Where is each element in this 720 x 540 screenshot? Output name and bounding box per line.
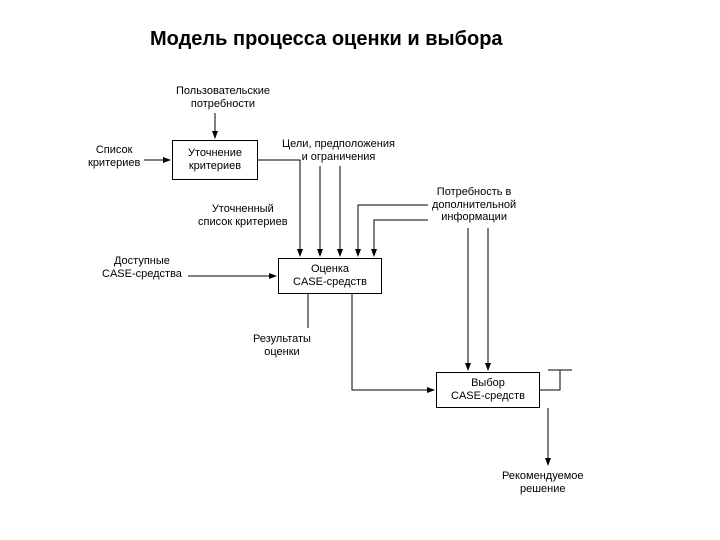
node-refine: Уточнениекритериев [172, 140, 258, 180]
node-refine-label: Уточнениекритериев [188, 147, 242, 172]
node-evaluate: ОценкаCASE-средств [278, 258, 382, 294]
node-evaluate-label: ОценкаCASE-средств [293, 263, 367, 288]
label-refined-list: Уточненныйсписок критериев [198, 203, 288, 228]
label-goals: Цели, предположенияи ограничения [282, 138, 395, 163]
label-user-needs: Пользовательскиепотребности [176, 85, 270, 110]
node-select-label: ВыборCASE-средств [451, 377, 525, 402]
label-criteria-list: Списоккритериев [88, 144, 140, 169]
node-select: ВыборCASE-средств [436, 372, 540, 408]
label-available: ДоступныеCASE-средства [102, 255, 182, 280]
label-results: Результатыоценки [253, 333, 311, 358]
page-title: Модель процесса оценки и выбора [150, 28, 503, 51]
label-recommended: Рекомендуемоерешение [502, 470, 584, 495]
label-more-info: Потребность вдополнительнойинформации [432, 186, 516, 224]
